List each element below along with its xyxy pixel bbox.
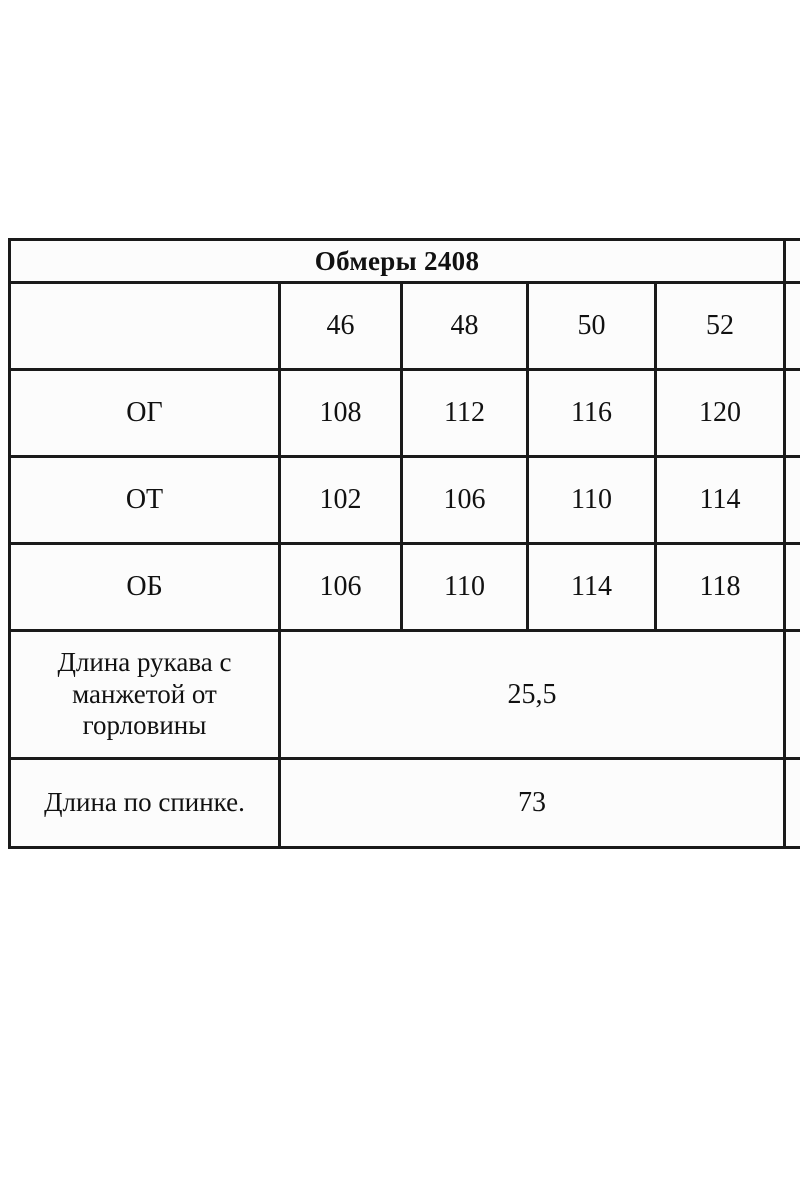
size-header-50: 50 [526, 281, 657, 371]
clipped-column-title-cell [783, 238, 800, 284]
row-label-og: ОГ [8, 368, 281, 458]
table-row-ot: ОТ 102 106 110 114 [8, 455, 800, 545]
cell-og-46: 108 [278, 368, 403, 458]
table-title: Обмеры 2408 [7, 238, 787, 284]
cell-sleeve-length-value: 25,5 [277, 629, 787, 760]
table-title-row: Обмеры 2408 [7, 238, 800, 284]
cell-ot-50: 110 [526, 455, 657, 545]
cell-ob-52: 118 [653, 542, 787, 632]
size-header-row: 46 48 50 52 [8, 281, 800, 371]
cell-ob-50: 114 [526, 542, 657, 632]
cell-og-50: 116 [526, 368, 657, 458]
clipped-column-back-cell [783, 757, 800, 849]
clipped-column-sleeve-cell [783, 629, 800, 760]
cell-ob-48: 110 [400, 542, 529, 632]
table-row-back-length: Длина по спинке. 73 [8, 757, 800, 849]
cell-og-52: 120 [653, 368, 787, 458]
clipped-column-og-cell [783, 368, 800, 458]
row-label-ob: ОБ [8, 542, 281, 632]
clipped-column-ob-cell [783, 542, 800, 632]
cell-ot-52: 114 [653, 455, 787, 545]
clipped-column-ot-cell [783, 455, 800, 545]
cell-ob-46: 106 [278, 542, 403, 632]
cell-ot-46: 102 [278, 455, 403, 545]
row-label-back-length: Длина по спинке. [8, 757, 281, 849]
row-label-ot: ОТ [8, 455, 281, 545]
table-row-og: ОГ 108 112 116 120 [8, 368, 800, 458]
row-label-header [8, 281, 281, 371]
size-header-52: 52 [653, 281, 787, 371]
row-label-sleeve-length: Длина рукава с манжетой от горловины [8, 629, 281, 760]
cell-ot-48: 106 [400, 455, 529, 545]
table-row-ob: ОБ 106 110 114 118 [8, 542, 800, 632]
table-row-sleeve-length: Длина рукава с манжетой от горловины 25,… [8, 629, 800, 760]
measurements-table: Обмеры 2408 46 48 50 52 ОГ 108 112 [7, 238, 800, 849]
cell-back-length-value: 73 [277, 757, 787, 849]
clipped-column-size-cell [783, 281, 800, 371]
size-header-46: 46 [278, 281, 403, 371]
measurements-table-container: Обмеры 2408 46 48 50 52 ОГ 108 112 [7, 238, 800, 849]
size-header-48: 48 [400, 281, 529, 371]
cell-og-48: 112 [400, 368, 529, 458]
